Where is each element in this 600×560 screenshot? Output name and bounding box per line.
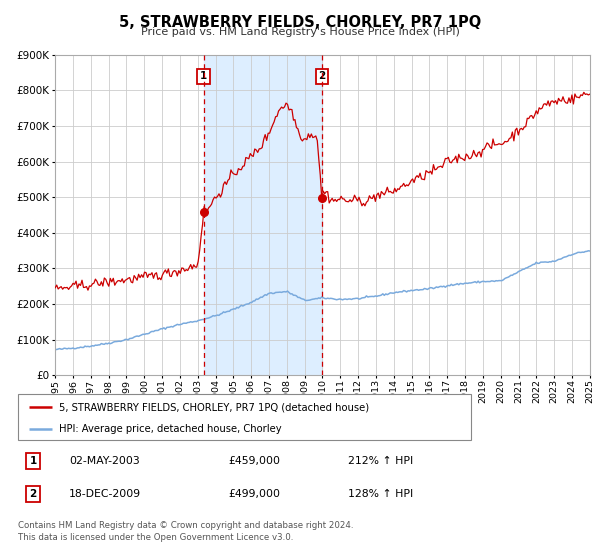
Text: 18-DEC-2009: 18-DEC-2009 [69, 489, 141, 499]
Text: 5, STRAWBERRY FIELDS, CHORLEY, PR7 1PQ: 5, STRAWBERRY FIELDS, CHORLEY, PR7 1PQ [119, 15, 481, 30]
Text: 1: 1 [200, 71, 207, 81]
Text: 2: 2 [318, 71, 325, 81]
Bar [203, 55, 322, 375]
Text: 128% ↑ HPI: 128% ↑ HPI [348, 489, 413, 499]
Text: Price paid vs. HM Land Registry's House Price Index (HPI): Price paid vs. HM Land Registry's House … [140, 27, 460, 37]
Text: £459,000: £459,000 [228, 456, 280, 466]
Text: 2: 2 [29, 489, 37, 499]
Text: 5, STRAWBERRY FIELDS, CHORLEY, PR7 1PQ (detached house): 5, STRAWBERRY FIELDS, CHORLEY, PR7 1PQ (… [59, 402, 369, 412]
FancyBboxPatch shape [18, 394, 471, 440]
Text: This data is licensed under the Open Government Licence v3.0.: This data is licensed under the Open Gov… [18, 533, 293, 542]
Text: £499,000: £499,000 [228, 489, 280, 499]
Text: HPI: Average price, detached house, Chorley: HPI: Average price, detached house, Chor… [59, 424, 281, 433]
Text: Contains HM Land Registry data © Crown copyright and database right 2024.: Contains HM Land Registry data © Crown c… [18, 521, 353, 530]
Text: 212% ↑ HPI: 212% ↑ HPI [348, 456, 413, 466]
Text: 1: 1 [29, 456, 37, 466]
Text: 02-MAY-2003: 02-MAY-2003 [69, 456, 140, 466]
